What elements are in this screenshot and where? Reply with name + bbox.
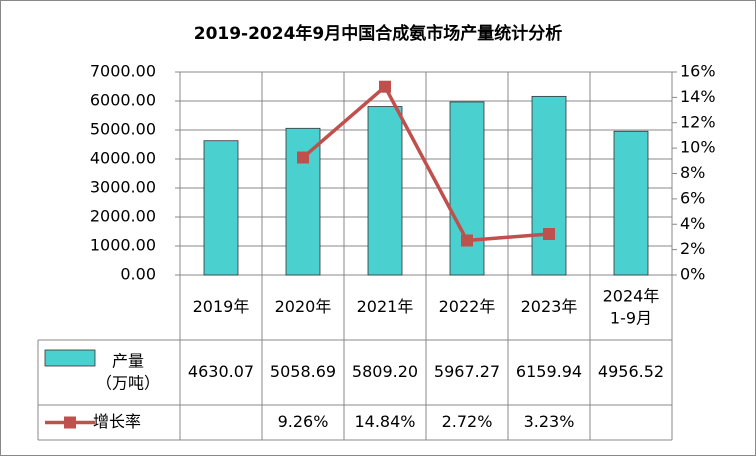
marker bbox=[297, 151, 309, 164]
bar bbox=[203, 140, 239, 276]
table-value: 2.72% bbox=[442, 412, 493, 431]
table-value: 5809.20 bbox=[352, 362, 418, 381]
x-tick-label: 2024年 1-9月 bbox=[603, 286, 660, 327]
x-tick-label: 2022年 bbox=[439, 297, 496, 316]
bar bbox=[367, 106, 403, 276]
marker bbox=[379, 80, 391, 93]
table-value: 3.23% bbox=[524, 412, 575, 431]
y-tick-label: 1000.00 bbox=[90, 236, 156, 255]
y-tick-label: 7000.00 bbox=[90, 62, 156, 81]
y-tick-label: 5000.00 bbox=[90, 120, 156, 139]
table-value: 4630.07 bbox=[188, 362, 254, 381]
x-tick-label: 2020年 bbox=[275, 297, 332, 316]
y2-tick-label: 14% bbox=[680, 87, 716, 106]
y-tick-label: 4000.00 bbox=[90, 149, 156, 168]
y-tick-label: 6000.00 bbox=[90, 91, 156, 110]
y-tick-label: 2000.00 bbox=[90, 207, 156, 226]
table-value: 9.26% bbox=[278, 412, 329, 431]
y2-tick-label: 16% bbox=[680, 62, 716, 81]
table-value: 4956.52 bbox=[598, 362, 664, 381]
legend-label: 增长率 bbox=[93, 412, 141, 431]
x-tick-label: 2023年 bbox=[521, 297, 578, 316]
line bbox=[301, 83, 550, 243]
table-value: 5058.69 bbox=[270, 362, 336, 381]
chart-title: 2019-2024年9月中国合成氨市场产量统计分析 bbox=[194, 23, 563, 44]
y2-tick-label: 10% bbox=[680, 138, 716, 157]
table-value: 5967.27 bbox=[434, 362, 500, 381]
table-value: 14.84% bbox=[354, 412, 415, 431]
bar bbox=[449, 101, 485, 276]
y2-tick-label: 8% bbox=[680, 163, 705, 182]
table-value: 6159.94 bbox=[516, 362, 582, 381]
legend-label: 产量（万吨） bbox=[96, 351, 160, 392]
bar bbox=[531, 95, 567, 276]
y-tick-label: 0.00 bbox=[120, 265, 156, 284]
marker bbox=[543, 228, 555, 241]
marker bbox=[461, 234, 473, 247]
bar bbox=[285, 127, 321, 276]
y2-tick-label: 2% bbox=[680, 239, 705, 258]
legend-marker bbox=[64, 416, 76, 429]
bar bbox=[613, 130, 649, 276]
y2-tick-label: 0% bbox=[680, 265, 705, 284]
y2-tick-label: 6% bbox=[680, 188, 705, 207]
x-tick-label: 2019年 bbox=[193, 297, 250, 316]
y2-tick-label: 4% bbox=[680, 214, 705, 233]
y2-tick-label: 12% bbox=[680, 112, 716, 131]
legend-swatch bbox=[44, 349, 96, 367]
y-tick-label: 3000.00 bbox=[90, 178, 156, 197]
x-tick-label: 2021年 bbox=[357, 297, 414, 316]
